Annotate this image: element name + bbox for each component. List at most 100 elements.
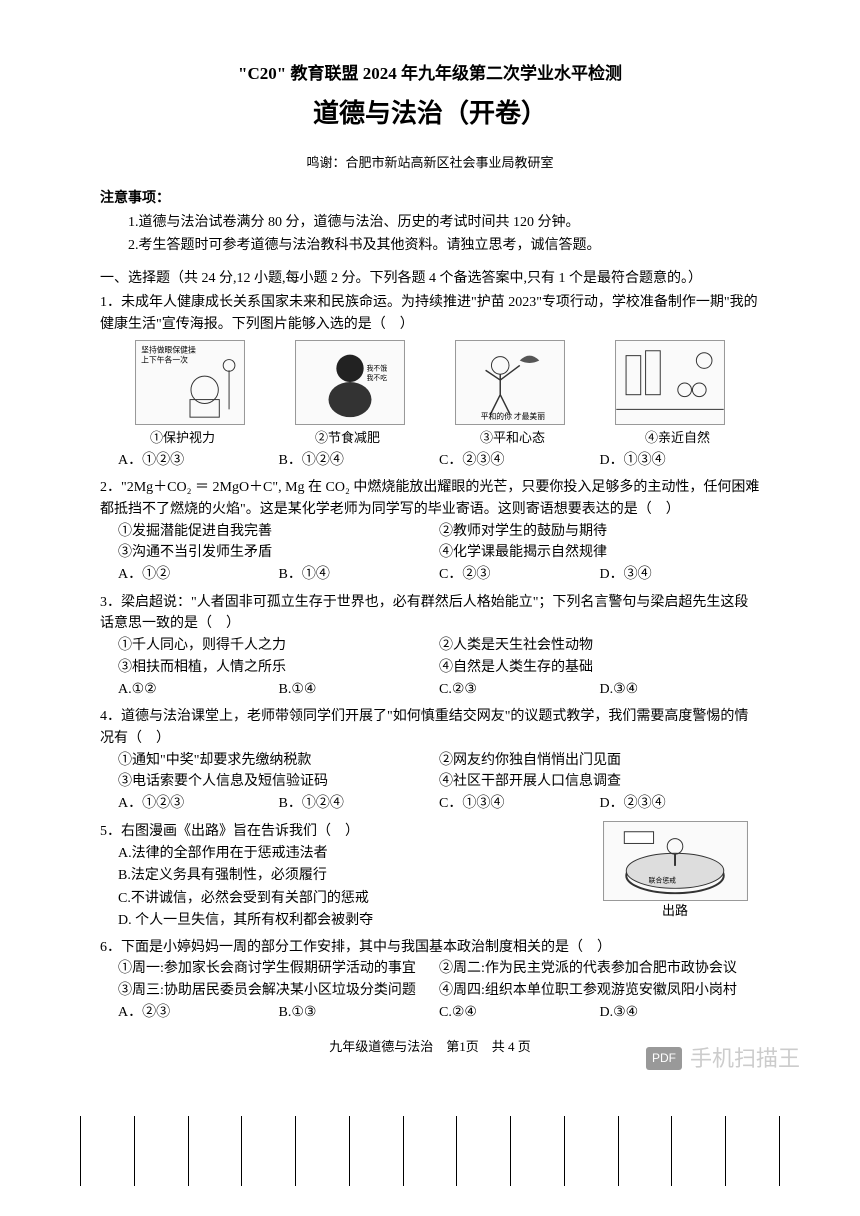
q6-opt-a: A．②③ — [118, 1002, 279, 1024]
q6-opt-d: D.③④ — [600, 1002, 761, 1024]
q6-subs-row2: ③周三:协助居民委员会解决某小区垃圾分类问题 ④周四:组织本单位职工参观游览安徽… — [118, 980, 760, 1002]
q1-text: 1．未成年人健康成长关系国家未来和民族命运。为持续推进"护苗 2023"专项行动… — [100, 295, 758, 332]
q1-opt-a: A．①②③ — [118, 450, 279, 472]
q6-sub4: ④周四:组织本单位职工参观游览安徽凤阳小岗村 — [439, 980, 760, 1002]
q2-opt-c: C．②③ — [439, 564, 600, 586]
q2-opt-b: B．①④ — [279, 564, 440, 586]
ruler-line — [725, 1116, 726, 1186]
q1-opt-b: B．①②④ — [279, 450, 440, 472]
question-3: 3．梁启超说："人者固非可孤立生存于世界也，必有群然后人格始能立"；下列名言警句… — [100, 592, 760, 700]
q3-opt-b: B.①④ — [279, 679, 440, 701]
q4-opt-d: D．②③④ — [600, 793, 761, 815]
q3-sub4: ④自然是人类生存的基础 — [439, 657, 760, 679]
q1-cap-1: ①保护视力 — [118, 428, 248, 448]
q3-text: 3．梁启超说："人者固非可孤立生存于世界也，必有群然后人格始能立"；下列名言警句… — [100, 595, 748, 632]
q4-opt-a: A．①②③ — [118, 793, 279, 815]
q5-opt-b: B.法定义务具有强制性，必须履行 — [118, 865, 590, 887]
q2-subs-row2: ③沟通不当引发师生矛盾 ④化学课最能揭示自然规律 — [118, 542, 760, 564]
q1-opt-d: D．①③④ — [600, 450, 761, 472]
question-1: 1．未成年人健康成长关系国家未来和民族命运。为持续推进"护苗 2023"专项行动… — [100, 292, 760, 471]
q1-cap-2: ②节食减肥 — [283, 428, 413, 448]
credit-line: 鸣谢：合肥市新站高新区社会事业局教研室 — [100, 153, 760, 174]
q2-sub3: ③沟通不当引发师生矛盾 — [118, 542, 439, 564]
question-6: 6．下面是小婷妈妈一周的部分工作安排，其中与我国基本政治制度相关的是（ ） ①周… — [100, 937, 760, 1024]
q4-subs-row2: ③电话索要个人信息及短信验证码 ④社区干部开展人口信息调查 — [118, 771, 760, 793]
q4-options: A．①②③ B．①②④ C．①③④ D．②③④ — [118, 793, 760, 815]
ruler-line — [295, 1116, 296, 1186]
q3-opt-d: D.③④ — [600, 679, 761, 701]
ruler-line — [188, 1116, 189, 1186]
q1-img-1: 坚持做眼保健操上下午各一次 — [135, 340, 245, 425]
q2-text: 2．"2Mg＋CO₂ ＝ 2MgO＋C", Mg 在 CO₂ 中燃烧能放出耀眼的… — [100, 480, 759, 517]
q5-opt-d: D. 个人一旦失信，其所有权利都会被剥夺 — [118, 910, 590, 932]
q6-opt-b: B.①③ — [279, 1002, 440, 1024]
q3-opt-c: C.②③ — [439, 679, 600, 701]
q3-sub1: ①千人同心，则得千人之力 — [118, 635, 439, 657]
q1-images: 坚持做眼保健操上下午各一次 我不饿我不吃 平和的你 才最美丽 — [110, 340, 750, 425]
q2-opt-a: A．①② — [118, 564, 279, 586]
notice-title: 注意事项： — [100, 188, 760, 210]
bottom-ruler-lines — [80, 1116, 780, 1186]
q1-img-2: 我不饿我不吃 — [295, 340, 405, 425]
q2-subs-row1: ①发掘潜能促进自我完善 ②教师对学生的鼓励与期待 — [118, 521, 760, 543]
q1-captions: ①保护视力 ②节食减肥 ③平和心态 ④亲近自然 — [100, 428, 760, 448]
ruler-line — [403, 1116, 404, 1186]
q5-caption: 出路 — [662, 901, 688, 922]
question-5: 5．右图漫画《出路》旨在告诉我们（ ） A.法律的全部作用在于惩戒违法者 B.法… — [100, 821, 760, 933]
q2-sub4: ④化学课最能揭示自然规律 — [439, 542, 760, 564]
svg-text:坚持做眼保健操: 坚持做眼保健操 — [141, 344, 196, 354]
exam-header-line2: 道德与法治（开卷） — [100, 93, 760, 135]
q4-opt-c: C．①③④ — [439, 793, 600, 815]
q5-opt-a: A.法律的全部作用在于惩戒违法者 — [118, 843, 590, 865]
q6-sub3: ③周三:协助居民委员会解决某小区垃圾分类问题 — [118, 980, 439, 1002]
q3-subs-row2: ③相扶而相植，人情之所乐 ④自然是人类生存的基础 — [118, 657, 760, 679]
ruler-line — [134, 1116, 135, 1186]
ruler-line — [510, 1116, 511, 1186]
q3-options: A.①② B.①④ C.②③ D.③④ — [118, 679, 760, 701]
svg-text:上下午各一次: 上下午各一次 — [141, 354, 188, 364]
q3-opt-a: A.①② — [118, 679, 279, 701]
notice-item-2: 2.考生答题时可参考道德与法治教科书及其他资料。请独立思考，诚信答题。 — [128, 235, 760, 257]
q2-sub1: ①发掘潜能促进自我完善 — [118, 521, 439, 543]
q4-sub2: ②网友约你独自悄悄出门见面 — [439, 750, 760, 772]
q1-opt-c: C．②③④ — [439, 450, 600, 472]
q1-options: A．①②③ B．①②④ C．②③④ D．①③④ — [118, 450, 760, 472]
q1-cap-4: ④亲近自然 — [613, 428, 743, 448]
question-2: 2．"2Mg＋CO₂ ＝ 2MgO＋C", Mg 在 CO₂ 中燃烧能放出耀眼的… — [100, 477, 760, 585]
q2-options: A．①② B．①④ C．②③ D．③④ — [118, 564, 760, 586]
q5-text: 5．右图漫画《出路》旨在告诉我们（ ） — [100, 821, 590, 843]
q2-opt-d: D．③④ — [600, 564, 761, 586]
ruler-line — [564, 1116, 565, 1186]
q3-sub3: ③相扶而相植，人情之所乐 — [118, 657, 439, 679]
q6-sub1: ①周一:参加家长会商讨学生假期研学活动的事宜 — [118, 958, 439, 980]
q4-text: 4．道德与法治课堂上，老师带领同学们开展了"如何慎重结交网友"的议题式教学，我们… — [100, 709, 748, 746]
q1-cap-3: ③平和心态 — [448, 428, 578, 448]
exam-header-line1: "C20" 教育联盟 2024 年九年级第二次学业水平检测 — [100, 60, 760, 87]
ruler-line — [80, 1116, 81, 1186]
q2-sub2: ②教师对学生的鼓励与期待 — [439, 521, 760, 543]
q4-sub3: ③电话索要个人信息及短信验证码 — [118, 771, 439, 793]
q6-options: A．②③ B.①③ C.②④ D.③④ — [118, 1002, 760, 1024]
q4-opt-b: B．①②④ — [279, 793, 440, 815]
ruler-line — [241, 1116, 242, 1186]
svg-text:我不吃: 我不吃 — [367, 373, 388, 382]
ruler-line — [671, 1116, 672, 1186]
pdf-badge-icon: PDF — [646, 1047, 682, 1070]
ruler-line — [618, 1116, 619, 1186]
q1-img-4 — [615, 340, 725, 425]
ruler-line — [779, 1116, 780, 1186]
q6-subs-row1: ①周一:参加家长会商讨学生假期研学活动的事宜 ②周二:作为民主党派的代表参加合肥… — [118, 958, 760, 980]
section-header: 一、选择题（共 24 分,12 小题,每小题 2 分。下列各题 4 个备选答案中… — [100, 268, 760, 290]
q5-cartoon: 联合惩戒 — [603, 821, 748, 901]
q4-subs-row1: ①通知"中奖"却要求先缴纳税款 ②网友约你独自悄悄出门见面 — [118, 750, 760, 772]
watermark: PDF 手机扫描王 — [646, 1041, 800, 1076]
ruler-line — [456, 1116, 457, 1186]
q3-subs-row1: ①千人同心，则得千人之力 ②人类是天生社会性动物 — [118, 635, 760, 657]
svg-text:平和的你 才最美丽: 平和的你 才最美丽 — [481, 411, 546, 421]
watermark-text: 手机扫描王 — [690, 1041, 800, 1076]
svg-text:我不饿: 我不饿 — [367, 363, 388, 372]
q4-sub4: ④社区干部开展人口信息调查 — [439, 771, 760, 793]
svg-text:联合惩戒: 联合惩戒 — [648, 875, 675, 884]
q6-text: 6．下面是小婷妈妈一周的部分工作安排，其中与我国基本政治制度相关的是（ ） — [100, 940, 611, 955]
notice-item-1: 1.道德与法治试卷满分 80 分，道德与法治、历史的考试时间共 120 分钟。 — [128, 212, 760, 234]
